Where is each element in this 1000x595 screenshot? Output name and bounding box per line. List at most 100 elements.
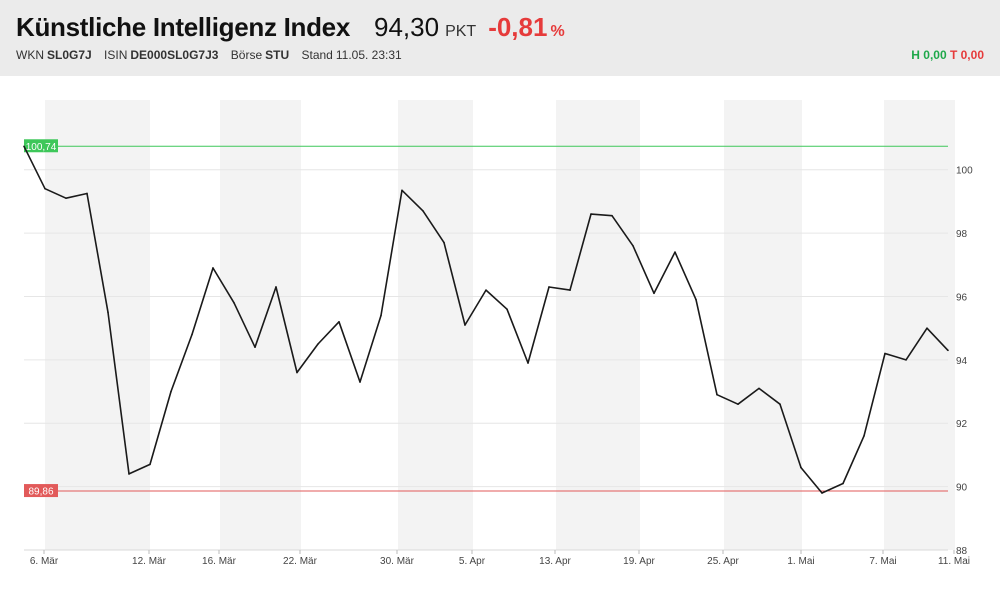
data-point	[632, 244, 634, 247]
data-point	[905, 359, 907, 361]
wkn-value: SL0G7J	[47, 48, 92, 62]
exchange-value: STU	[265, 48, 290, 62]
index-title: Künstliche Intelligenz Index	[16, 12, 350, 42]
x-tick-label: 7. Mai	[869, 556, 896, 567]
x-tick-label: 16. Mär	[202, 556, 237, 567]
data-point	[506, 308, 508, 310]
data-point	[926, 327, 928, 329]
x-tick-label: 30. Mär	[380, 556, 415, 567]
price-change-unit: %	[550, 23, 565, 40]
data-point	[23, 145, 25, 148]
y-tick-label: 100	[956, 166, 973, 177]
data-point	[527, 362, 529, 364]
data-point	[191, 333, 193, 336]
day-low: T 0,00	[949, 48, 984, 62]
y-tick-label: 88	[956, 546, 968, 557]
data-point	[548, 286, 550, 288]
data-point	[275, 286, 277, 288]
data-point	[359, 381, 361, 383]
chart-band	[220, 100, 301, 550]
chart-band	[884, 100, 955, 550]
y-tick-label: 90	[956, 483, 968, 494]
max-marker-label: 100,74	[26, 142, 57, 153]
data-point	[212, 267, 214, 269]
x-tick-label: 25. Apr	[707, 556, 739, 567]
title-row: Künstliche Intelligenz Index 94,30 PKT -…	[16, 12, 565, 43]
data-point	[464, 324, 466, 326]
data-point	[758, 387, 760, 390]
price-chart: 88 90 92 94 96 98 100 6. Mär 12. Mär 16. Mär 22. …	[23, 100, 973, 567]
y-tick-label: 92	[956, 419, 968, 430]
data-point	[233, 302, 235, 304]
chart-band	[45, 100, 150, 550]
data-point	[800, 466, 802, 469]
header: Künstliche Intelligenz Index 94,30 PKT -…	[0, 0, 1000, 76]
high-low-readout: H 0,00 T 0,00	[911, 48, 984, 62]
max-min-markers: 100,74 89,86	[24, 139, 948, 498]
data-point	[821, 492, 823, 494]
meta-row: WKN SL0G7J ISIN DE000SL0G7J3 Börse STU Stan…	[16, 48, 405, 62]
data-point	[44, 187, 46, 190]
data-point	[107, 311, 109, 314]
data-point	[947, 349, 949, 352]
data-point	[569, 289, 571, 291]
y-tick-label: 94	[956, 356, 968, 367]
y-axis-ticks: 88 90 92 94 96 98 100	[956, 166, 973, 557]
x-tick-label: 22. Mär	[283, 556, 318, 567]
isin-label: ISIN	[104, 48, 128, 62]
data-point	[170, 390, 172, 393]
min-marker-label: 89,86	[28, 487, 53, 498]
data-point	[695, 298, 697, 301]
x-tick-label: 1. Mai	[787, 556, 814, 567]
timestamp-label: Stand	[301, 48, 333, 62]
data-point	[338, 321, 340, 323]
data-point	[401, 189, 403, 192]
data-point	[86, 192, 88, 195]
price-line	[23, 145, 949, 494]
data-point	[590, 213, 592, 215]
y-tick-label: 98	[956, 229, 968, 240]
data-point	[422, 210, 424, 212]
data-point	[779, 403, 781, 406]
chart-grid	[24, 169, 948, 551]
data-point	[254, 346, 256, 348]
x-tick-label: 19. Apr	[623, 556, 655, 567]
data-point	[65, 197, 67, 200]
data-point	[128, 473, 130, 475]
max-marker-box	[24, 139, 58, 153]
x-tick-label: 6. Mär	[30, 556, 59, 567]
price-change: -0,81	[488, 12, 548, 42]
x-tick-label: 11. Mai	[938, 556, 970, 567]
chart-bands	[45, 100, 955, 550]
data-point	[653, 292, 655, 295]
data-point	[296, 371, 298, 374]
index-price: 94,30	[373, 12, 440, 42]
wkn-label: WKN	[16, 48, 44, 62]
data-point	[716, 393, 718, 396]
data-point	[884, 352, 886, 355]
data-point	[380, 314, 382, 317]
data-point	[737, 403, 739, 406]
data-point	[149, 463, 151, 466]
timestamp-value: 11.05. 23:31	[335, 48, 402, 62]
data-point	[317, 343, 319, 345]
data-point	[863, 435, 865, 437]
x-tick-label: 13. Apr	[539, 556, 571, 567]
x-axis-ticks: 6. Mär 12. Mär 16. Mär 22. Mär 30. Mär 5. Apr…	[24, 549, 970, 567]
data-point	[674, 251, 676, 253]
day-high: H 0,00	[911, 48, 947, 62]
data-point	[443, 241, 445, 244]
price-unit: PKT	[445, 23, 477, 40]
price-series	[23, 145, 949, 494]
y-tick-label: 96	[956, 292, 968, 303]
data-point	[842, 482, 844, 485]
exchange-label: Börse	[230, 48, 263, 62]
x-tick-label: 12. Mär	[132, 556, 167, 567]
isin-value: DE000SL0G7J3	[130, 48, 219, 62]
chart-band	[724, 100, 802, 550]
data-point	[611, 214, 613, 217]
min-marker-box	[24, 484, 58, 498]
chart-band	[556, 100, 640, 550]
x-tick-label: 5. Apr	[459, 556, 486, 567]
chart-band	[398, 100, 473, 550]
